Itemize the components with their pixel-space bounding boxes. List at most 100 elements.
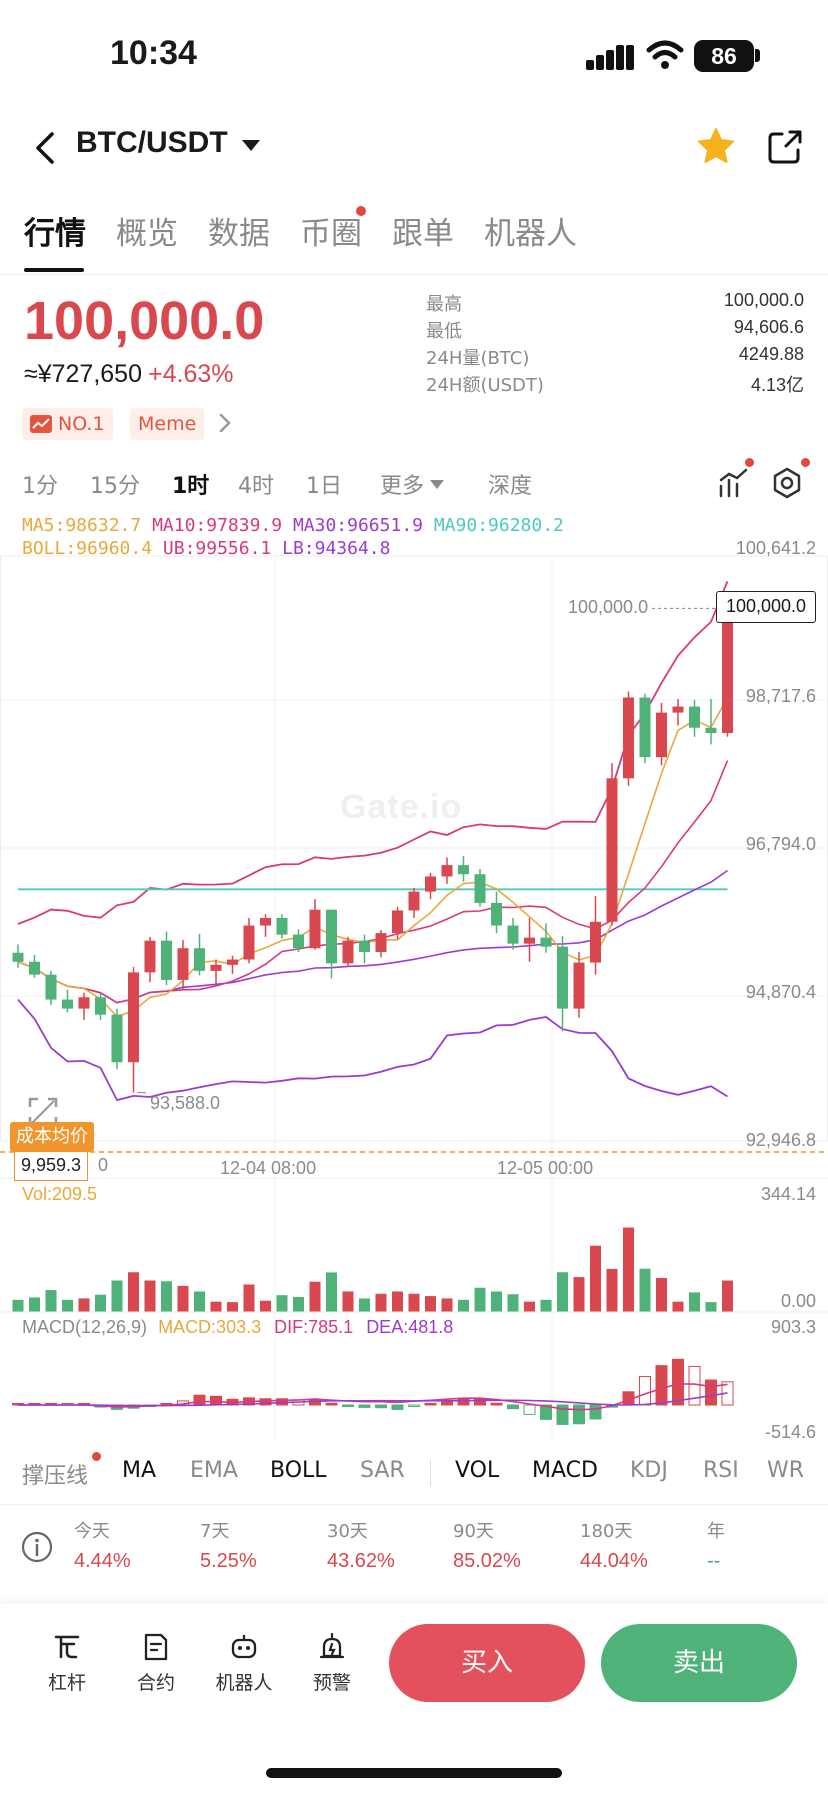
favorite-star-icon[interactable] bbox=[696, 126, 736, 166]
back-arrow-icon[interactable] bbox=[28, 128, 60, 168]
stat-low-label: 最低 bbox=[426, 321, 462, 342]
indicator-tab-wr[interactable]: WR bbox=[767, 1458, 805, 1483]
indicator-tab-sar[interactable]: SAR bbox=[360, 1458, 405, 1483]
rank-badge[interactable]: NO.1 bbox=[22, 408, 113, 440]
interval-1d[interactable]: 1日 bbox=[306, 474, 342, 499]
share-icon[interactable] bbox=[766, 128, 804, 166]
indicator-chart-icon[interactable] bbox=[716, 466, 750, 500]
tabs-divider bbox=[0, 274, 828, 275]
depth-tab[interactable]: 深度 bbox=[488, 474, 533, 499]
nav-robot[interactable]: 机器人 bbox=[209, 1632, 279, 1695]
candle-body bbox=[689, 706, 700, 728]
volume-bar bbox=[425, 1296, 436, 1312]
interval-4h[interactable]: 4时 bbox=[238, 474, 274, 499]
volume-bar bbox=[276, 1295, 288, 1312]
indicator-tab-vol[interactable]: VOL bbox=[455, 1458, 500, 1483]
tab-community-dot bbox=[356, 206, 366, 216]
volume-max: 344.14 bbox=[760, 1184, 816, 1204]
volume-bar bbox=[689, 1292, 700, 1312]
pair-selector[interactable]: BTC/USDT bbox=[76, 126, 260, 160]
nav-alert[interactable]: 预警 bbox=[297, 1632, 367, 1695]
perf-30d-value: 43.62% bbox=[327, 1550, 395, 1572]
dif-value: DIF:785.1 bbox=[274, 1317, 354, 1337]
macd-histogram-bar bbox=[375, 1404, 387, 1409]
volume-bar bbox=[194, 1291, 205, 1312]
volume-bar bbox=[557, 1272, 568, 1312]
candle-body bbox=[458, 865, 469, 875]
candle-body bbox=[656, 712, 667, 758]
sell-button[interactable]: 卖出 bbox=[601, 1624, 797, 1702]
indicator-tab-macd[interactable]: MACD bbox=[532, 1458, 598, 1483]
tab-community[interactable]: 币圈 bbox=[300, 216, 362, 252]
indicator-tab-kdj[interactable]: KDJ bbox=[630, 1458, 668, 1483]
macd-title: MACD(12,26,9) bbox=[22, 1317, 148, 1337]
perf-90d-value: 85.02% bbox=[453, 1550, 521, 1572]
buy-button[interactable]: 买入 bbox=[389, 1624, 585, 1702]
kline-chart[interactable] bbox=[0, 540, 828, 1440]
tab-data[interactable]: 数据 bbox=[208, 216, 270, 252]
interval-1h[interactable]: 1时 bbox=[172, 474, 210, 499]
current-price-box[interactable]: 100,000.0 bbox=[716, 591, 816, 623]
rank-badge-label: NO.1 bbox=[58, 413, 105, 435]
candle-body bbox=[45, 974, 57, 1000]
candle-body bbox=[309, 909, 321, 949]
indicator-tab-rsi[interactable]: RSI bbox=[703, 1458, 739, 1483]
macd-histogram-bar bbox=[490, 1402, 503, 1406]
nav-margin[interactable]: 杠杆 bbox=[32, 1632, 102, 1695]
volume-label: Vol:209.5 bbox=[22, 1184, 98, 1204]
volume-bar bbox=[45, 1290, 57, 1312]
candle-body bbox=[540, 937, 552, 947]
macd-histogram-bar bbox=[589, 1404, 602, 1420]
stat-high-label: 最高 bbox=[426, 294, 462, 315]
nav-futures[interactable]: 合约 bbox=[121, 1632, 191, 1695]
tab-market[interactable]: 行情 bbox=[24, 216, 86, 252]
trend-chart-icon bbox=[30, 415, 52, 433]
interval-1m[interactable]: 1分 bbox=[22, 474, 58, 499]
indicator-separator bbox=[430, 1460, 431, 1486]
ma90-value: MA90:96280.2 bbox=[433, 515, 564, 536]
tab-robot[interactable]: 机器人 bbox=[484, 216, 577, 252]
price-change: +4.63% bbox=[148, 360, 234, 388]
time-axis-2: 12-05 00:00 bbox=[497, 1158, 594, 1178]
indicator-tab-support[interactable]: 撑压线 bbox=[22, 1464, 89, 1489]
indicator-tab-boll[interactable]: BOLL bbox=[270, 1458, 327, 1483]
interval-15m[interactable]: 15分 bbox=[90, 474, 140, 499]
ma30-line bbox=[17, 869, 728, 1004]
tab-overview[interactable]: 概览 bbox=[116, 216, 178, 252]
candle-body bbox=[12, 952, 24, 962]
perf-180d-value: 44.04% bbox=[580, 1550, 648, 1572]
chevron-right-icon[interactable] bbox=[218, 412, 232, 434]
candle-body bbox=[474, 874, 486, 903]
stat-vol-value: 4249.88 bbox=[738, 344, 804, 364]
macd-max: 903.3 bbox=[770, 1317, 816, 1337]
volume-bar bbox=[705, 1302, 717, 1312]
candle-body bbox=[243, 925, 255, 960]
stat-vol-label: 24H量(BTC) bbox=[426, 348, 530, 369]
volume-bar bbox=[260, 1300, 271, 1312]
settings-gear-icon[interactable] bbox=[770, 466, 804, 500]
nav-margin-label: 杠杆 bbox=[47, 1672, 86, 1694]
candle-body bbox=[573, 962, 585, 1009]
interval-more[interactable]: 更多 bbox=[380, 468, 445, 500]
low-marker-label: 93,588.0 bbox=[150, 1093, 221, 1113]
fullscreen-icon[interactable] bbox=[28, 1097, 58, 1127]
candle-body bbox=[705, 727, 717, 734]
interval-more-label: 更多 bbox=[380, 474, 425, 499]
volume-bar bbox=[359, 1298, 370, 1312]
info-icon[interactable] bbox=[20, 1530, 54, 1564]
candle-body bbox=[441, 865, 453, 877]
indicator-tab-ma[interactable]: MA bbox=[122, 1458, 157, 1483]
candle-body bbox=[392, 910, 403, 934]
meme-badge[interactable]: Meme bbox=[130, 408, 205, 440]
tab-copy-trade[interactable]: 跟单 bbox=[392, 216, 454, 252]
indicator-tab-ema[interactable]: EMA bbox=[190, 1458, 238, 1483]
price-axis-3: 96,794.0 bbox=[745, 834, 816, 854]
price-axis-4: 94,870.4 bbox=[745, 982, 816, 1002]
nav-robot-label: 机器人 bbox=[215, 1672, 273, 1694]
cost-average-tag[interactable]: 成本均价 bbox=[10, 1122, 94, 1152]
macd-histogram-bar bbox=[507, 1404, 519, 1410]
volume-bar bbox=[78, 1298, 90, 1312]
alarm-icon bbox=[319, 1632, 345, 1659]
boll-ub-value: UB:99556.1 bbox=[162, 538, 272, 559]
macd-histogram-bar bbox=[193, 1394, 206, 1406]
